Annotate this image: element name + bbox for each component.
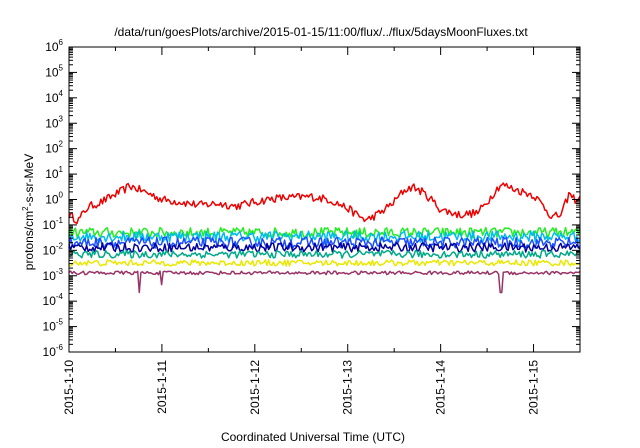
y-tick-label: 10-5 — [43, 318, 64, 334]
y-axis-label: protons/cm2-s-sr-MeV — [21, 154, 36, 270]
y-tick-label: 10-2 — [43, 241, 64, 257]
y-tick-label: 10-6 — [43, 343, 64, 359]
y-tick-label: 105 — [45, 63, 63, 79]
series-line-2 — [68, 226, 581, 239]
x-tick-label: 2015-1-10 — [62, 360, 76, 415]
x-axis-label: Coordinated Universal Time (UTC) — [221, 430, 405, 444]
x-tick-label: 2015-1-12 — [248, 360, 262, 415]
series-line-3 — [68, 230, 581, 243]
x-tick-label: 2015-1-13 — [341, 360, 355, 415]
y-tick-label: 10-4 — [43, 292, 64, 308]
x-tick-label: 2015-1-11 — [155, 360, 169, 414]
chart-title: /data/run/goesPlots/archive/2015-01-15/1… — [114, 25, 528, 39]
series-line-1 — [68, 182, 581, 225]
y-tick-label: 103 — [45, 114, 63, 130]
series-layer — [68, 182, 581, 294]
series-line-7 — [68, 259, 581, 267]
x-tick-label: 2015-1-14 — [434, 360, 448, 415]
axes-layer: 106 105 104 103 102 101 100 10-1 10-2 10-3 10-4 10-… — [43, 38, 581, 415]
plot-frame — [68, 46, 581, 353]
series-line-6 — [68, 249, 581, 259]
series-line-5 — [68, 242, 581, 253]
series-line-8 — [68, 270, 581, 294]
y-tick-label: 10-1 — [43, 216, 64, 232]
y-tick-label: 104 — [45, 89, 63, 105]
y-tick-label: 100 — [45, 191, 63, 207]
y-tick-label: 102 — [45, 140, 63, 156]
y-tick-label: 106 — [45, 38, 63, 54]
x-tick-label: 2015-1-15 — [527, 360, 541, 415]
y-tick-label: 10-3 — [43, 267, 64, 283]
y-tick-label: 101 — [45, 165, 63, 181]
